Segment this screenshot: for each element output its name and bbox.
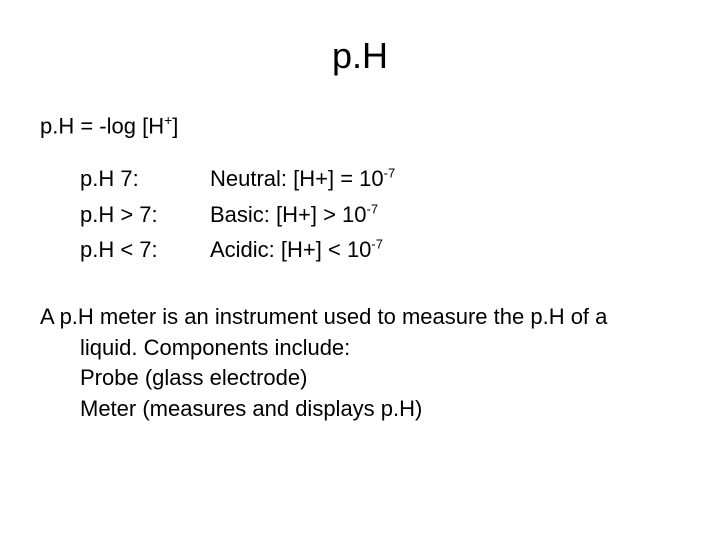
formula-suffix: ] [172, 113, 178, 138]
para-line: Meter (measures and displays p.H) [80, 394, 680, 425]
ph-description: Basic: [H+] > 10-7 [210, 197, 378, 232]
formula-prefix: p.H = -log [H [40, 113, 164, 138]
para-line: A p.H meter is an instrument used to mea… [40, 302, 680, 333]
page-title: p.H [40, 35, 680, 77]
desc-exponent: -7 [371, 236, 383, 251]
desc-text: Acidic: [H+] < 10 [210, 237, 371, 262]
ph-table: p.H 7: Neutral: [H+] = 10-7 p.H > 7: Bas… [80, 161, 680, 267]
ph-label: p.H > 7: [80, 197, 210, 232]
description-paragraph: A p.H meter is an instrument used to mea… [40, 302, 680, 425]
ph-label: p.H 7: [80, 161, 210, 196]
table-row: p.H < 7: Acidic: [H+] < 10-7 [80, 232, 680, 267]
ph-formula: p.H = -log [H+] [40, 112, 680, 139]
desc-text: Neutral: [H+] = 10 [210, 166, 384, 191]
ph-description: Acidic: [H+] < 10-7 [210, 232, 383, 267]
table-row: p.H 7: Neutral: [H+] = 10-7 [80, 161, 680, 196]
ph-description: Neutral: [H+] = 10-7 [210, 161, 395, 196]
para-line: Probe (glass electrode) [80, 363, 680, 394]
para-line: liquid. Components include: [80, 333, 680, 364]
desc-text: Basic: [H+] > 10 [210, 202, 367, 227]
desc-exponent: -7 [384, 166, 396, 181]
desc-exponent: -7 [367, 201, 379, 216]
ph-label: p.H < 7: [80, 232, 210, 267]
table-row: p.H > 7: Basic: [H+] > 10-7 [80, 197, 680, 232]
